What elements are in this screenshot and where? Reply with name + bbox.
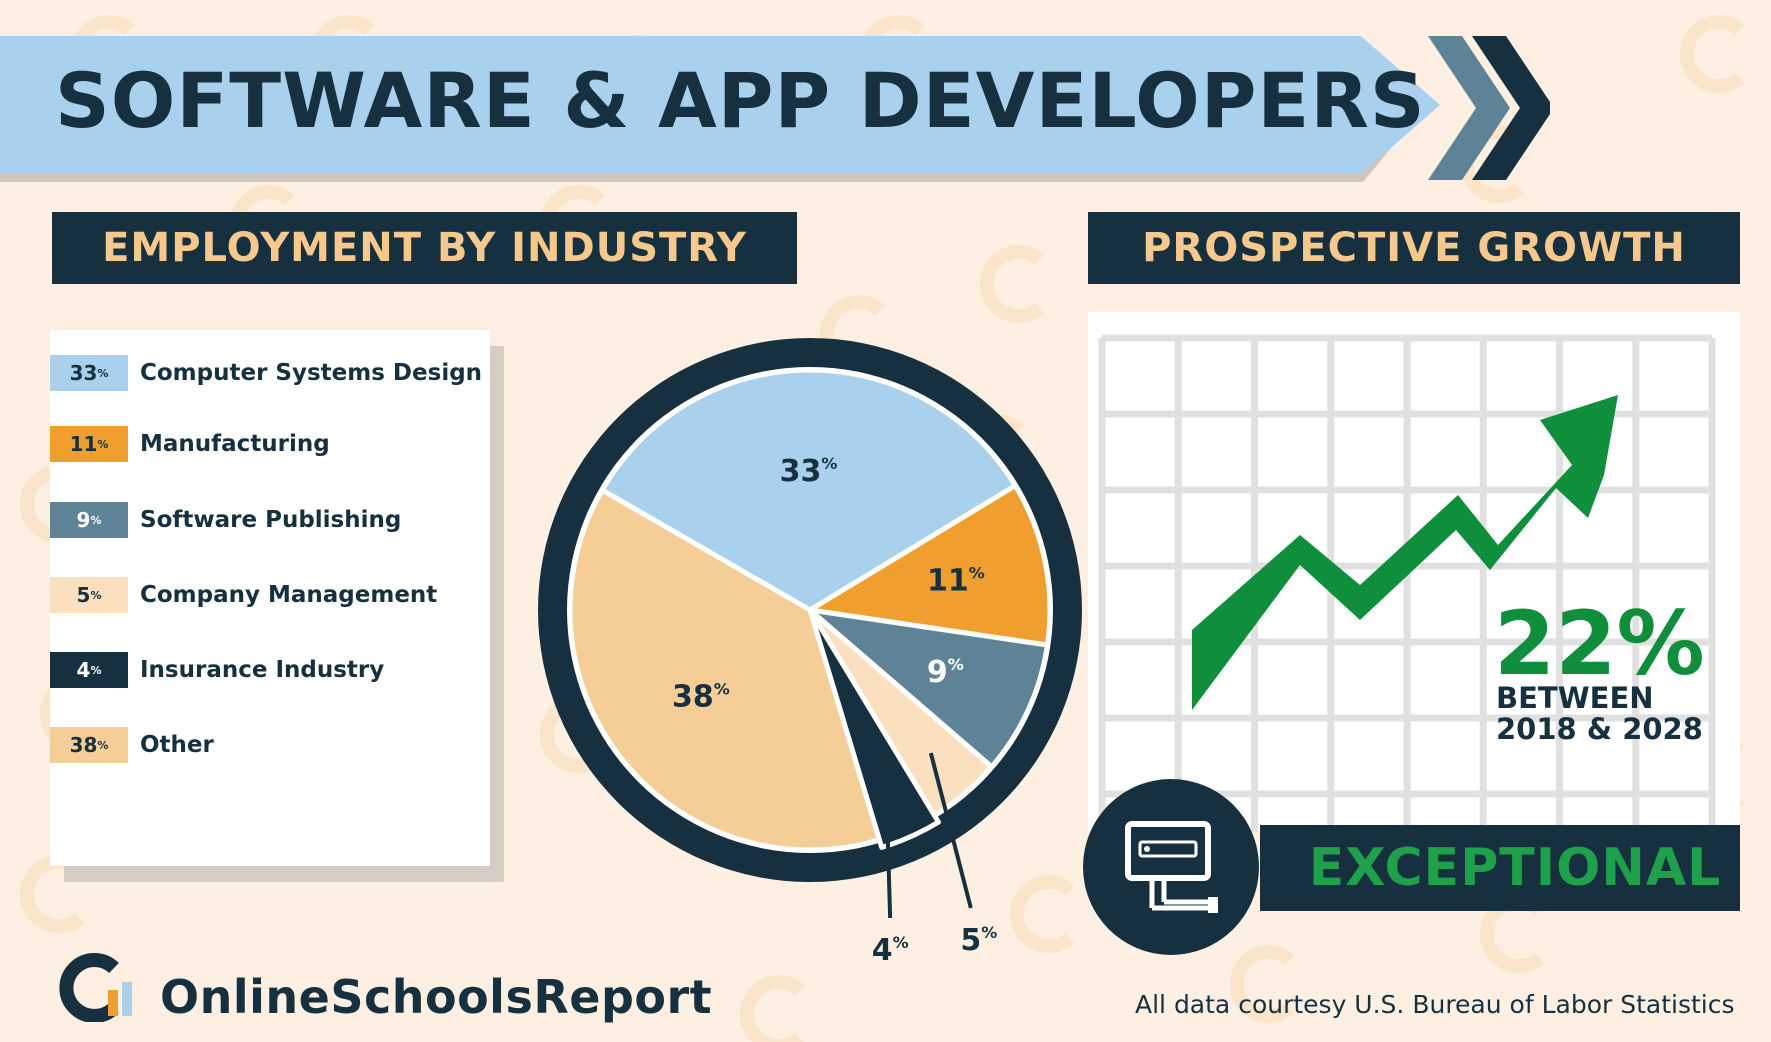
employment-section-header: EMPLOYMENT BY INDUSTRY [52, 212, 797, 284]
pie-slice [807, 483, 1053, 648]
legend-label: Manufacturing [140, 431, 330, 457]
legend-value: 11 [69, 432, 98, 456]
employment-pie-chart: 33%11%9%5%4%38% [538, 338, 1082, 968]
pie-slice [807, 607, 1050, 770]
chart-legend: 33% Computer Systems Design 11% Manufacturi… [50, 330, 490, 866]
growth-period-line1: BETWEEN [1496, 681, 1654, 715]
pie-leader-line [884, 780, 893, 919]
growth-period: BETWEEN 2018 & 2028 [1496, 683, 1703, 745]
legend-label: Computer Systems Design [140, 360, 483, 386]
pie-slice [599, 367, 1018, 613]
pie-slice [807, 607, 941, 850]
pie-slice-label: 5% [960, 923, 997, 958]
legend-item: 4% Insurance Industry [50, 652, 384, 688]
legend-label: Insurance Industry [140, 657, 385, 683]
legend-label: Company Management [140, 582, 438, 608]
legend-label: Other [140, 732, 214, 758]
legend-item: 11% Manufacturing [50, 426, 330, 462]
legend-value: 4 [76, 658, 91, 682]
pie-slice [567, 487, 882, 853]
legend-swatch: 11% [50, 426, 128, 462]
legend-swatch: 4% [50, 652, 128, 688]
growth-period-line2: 2018 & 2028 [1496, 712, 1703, 746]
legend-item: 9% Software Publishing [50, 502, 401, 538]
growth-section-header: PROSPECTIVE GROWTH [1088, 212, 1740, 284]
growth-chart-panel [1088, 312, 1740, 832]
legend-item: 5% Company Management [50, 577, 437, 613]
growth-rating-badge: EXCEPTIONAL [1260, 825, 1740, 911]
legend-swatch: 9% [50, 502, 128, 538]
legend-value: 33 [69, 361, 98, 385]
growth-trend-arrow-icon [1192, 395, 1618, 710]
pie-leader-line [928, 752, 973, 909]
legend-label: Software Publishing [140, 507, 402, 533]
legend-value: 5 [76, 583, 91, 607]
data-source-credit: All data courtesy U.S. Bureau of Labor S… [1135, 990, 1735, 1019]
logo-icon [59, 953, 132, 1022]
legend-swatch: 5% [50, 577, 128, 613]
legend-value: 38 [69, 733, 98, 757]
legend-swatch: 38% [50, 727, 128, 763]
pie-slice-label: 38% [672, 679, 730, 714]
brand-name: OnlineSchoolsReport [160, 970, 713, 1024]
legend-item: 38% Other [50, 727, 214, 763]
legend-swatch: 33% [50, 355, 128, 391]
growth-rating-label: EXCEPTIONAL [1308, 838, 1722, 898]
legend-item: 33% Computer Systems Design [50, 355, 482, 391]
page-title: SOFTWARE & APP DEVELOPERS [55, 56, 1426, 145]
title-banner [0, 36, 1440, 174]
growth-percentage: 22% [1494, 592, 1705, 695]
chevron-right-icon [1428, 36, 1550, 180]
pie-slice-label: 9% [927, 655, 964, 690]
legend-value: 9 [76, 508, 91, 532]
computer-monitor-icon [1083, 779, 1259, 955]
pie-slice-label: 4% [872, 933, 909, 968]
